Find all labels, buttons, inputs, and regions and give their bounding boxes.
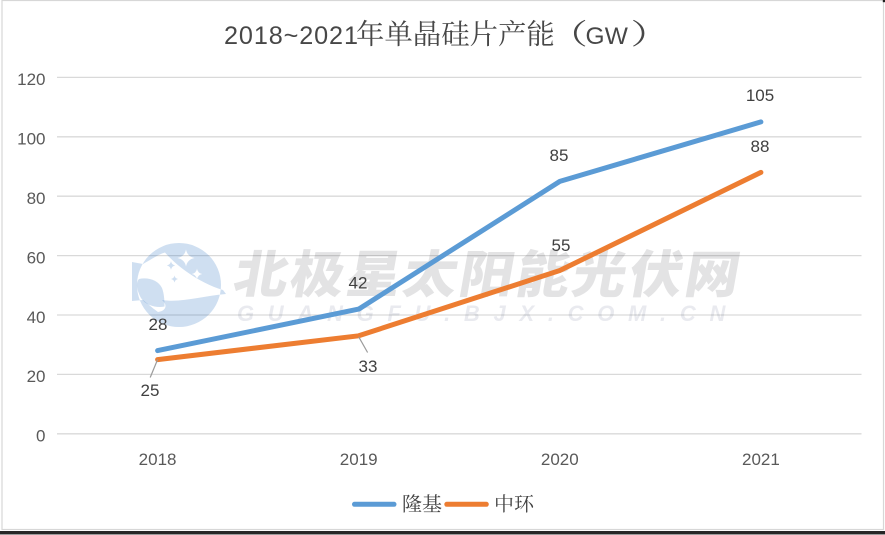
- svg-text:GUANGFU.BJX.COM.CN: GUANGFU.BJX.COM.CN: [237, 301, 739, 326]
- svg-text:GW: GW: [586, 23, 629, 50]
- svg-text:20: 20: [27, 367, 46, 386]
- svg-text:55: 55: [552, 236, 571, 255]
- svg-text:40: 40: [27, 308, 46, 327]
- svg-text:100: 100: [17, 130, 45, 149]
- svg-text:0: 0: [36, 427, 45, 446]
- svg-text:28: 28: [149, 315, 168, 334]
- svg-text:42: 42: [349, 274, 368, 293]
- svg-text:60: 60: [27, 248, 46, 267]
- svg-text:33: 33: [359, 357, 378, 376]
- svg-text:85: 85: [550, 146, 569, 165]
- svg-text:25: 25: [141, 381, 160, 400]
- svg-text:2018: 2018: [139, 450, 177, 469]
- svg-text:88: 88: [751, 137, 770, 156]
- svg-text:105: 105: [746, 86, 774, 105]
- svg-text:2020: 2020: [541, 450, 579, 469]
- svg-text:80: 80: [27, 189, 46, 208]
- svg-text:2021: 2021: [742, 450, 780, 469]
- svg-text:2018~2021: 2018~2021: [224, 22, 359, 50]
- svg-text:120: 120: [17, 70, 45, 89]
- svg-text:2019: 2019: [340, 450, 378, 469]
